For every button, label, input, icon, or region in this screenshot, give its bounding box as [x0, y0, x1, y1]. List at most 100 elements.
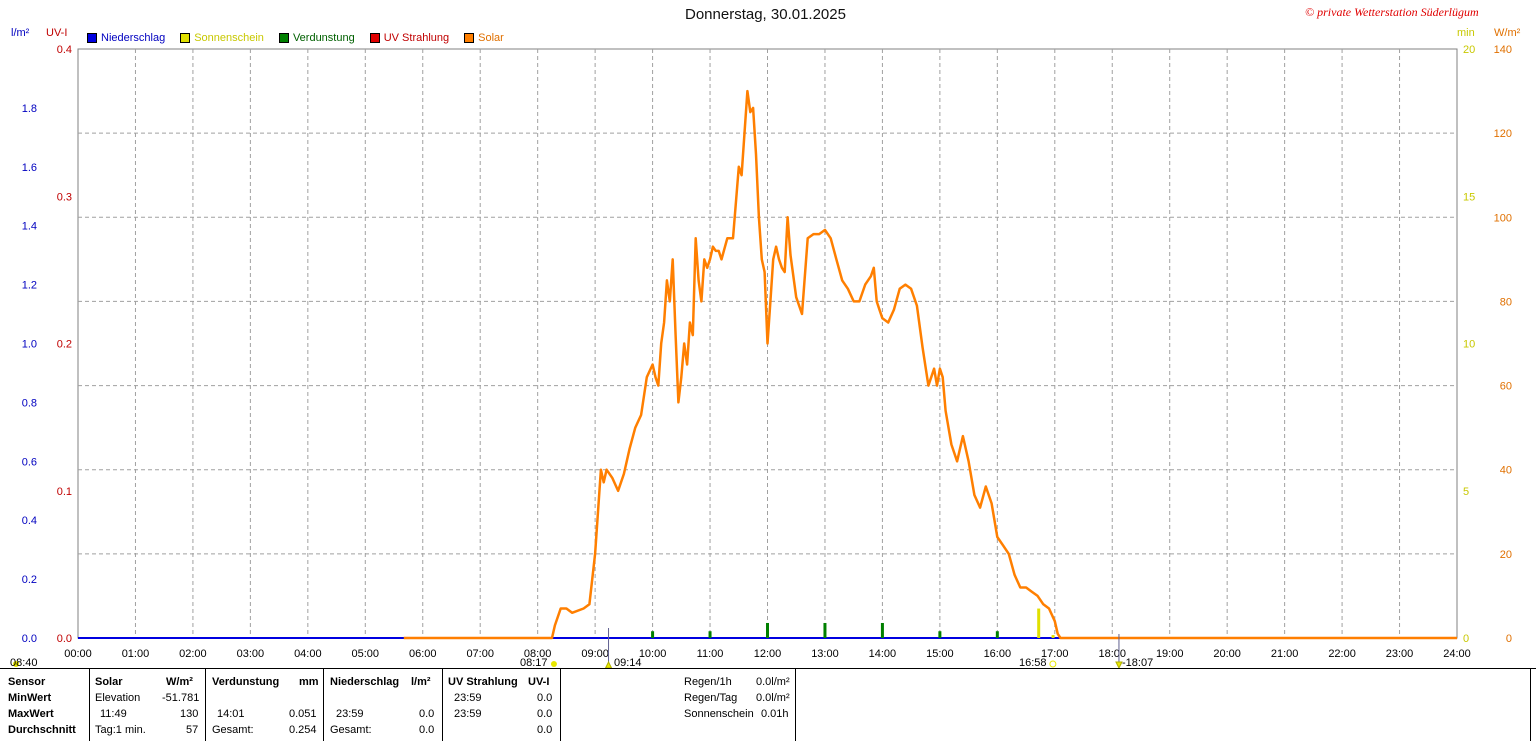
uv-min-time: 23:59 — [454, 692, 482, 704]
verdunstung-total-value: 0.254 — [289, 724, 317, 736]
niederschlag-total-value: 0.0 — [419, 724, 435, 736]
uv-end-arrow — [1115, 661, 1123, 668]
legend-item-niederschlag: Niederschlag — [87, 32, 165, 44]
right-unit-solar: W/m² — [1494, 27, 1521, 39]
solar-unit: W/m² — [166, 676, 193, 688]
sunrise-marker — [550, 661, 557, 667]
table-divider — [205, 669, 206, 741]
day-length: 08:40 — [10, 657, 38, 669]
x-tick-label: 22:00 — [1328, 648, 1356, 660]
precip-tick-label: 1.6 — [22, 162, 37, 174]
row-label-sensor: Sensor — [8, 676, 46, 688]
verdunstung-bar — [766, 622, 769, 638]
table-divider — [795, 669, 796, 741]
solar-tick-label: 120 — [1494, 128, 1512, 140]
legend-item-solar: Solar — [464, 32, 504, 44]
x-tick-label: 23:00 — [1386, 648, 1414, 660]
x-tick-label: 14:00 — [869, 648, 897, 660]
summary-value-sunshine: 0.01h — [761, 708, 789, 720]
x-tick-label: 04:00 — [294, 648, 322, 660]
uv-tick-label: 0.3 — [57, 191, 72, 203]
x-tick-label: 21:00 — [1271, 648, 1299, 660]
left-unit-precip: l/m² — [11, 27, 30, 39]
row-label-max: MaxWert — [8, 708, 54, 720]
solar-tick-label: 80 — [1500, 296, 1512, 308]
precip-tick-label: 1.2 — [22, 280, 37, 292]
precip-tick-label: 0.2 — [22, 574, 37, 586]
legend-swatch — [180, 33, 191, 43]
legend: Niederschlag Sonnenschein Verdunstung UV… — [87, 32, 519, 44]
solar-header: Solar — [95, 676, 123, 688]
niederschlag-total-label: Gesamt: — [330, 724, 372, 736]
x-tick-label: 12:00 — [754, 648, 782, 660]
sunshine-tick-label: 10 — [1463, 339, 1475, 351]
legend-swatch — [464, 33, 475, 43]
uv-min-value: 0.0 — [537, 692, 553, 704]
solar-avg-value: 57 — [186, 724, 199, 736]
summary-label-rain-day: Regen/Tag — [684, 692, 738, 704]
x-tick-label: 13:00 — [811, 648, 839, 660]
x-tick-label: 07:00 — [466, 648, 494, 660]
summary-value-rain-1h: 0.0l/m² — [756, 676, 790, 688]
verdunstung-max-time: 14:01 — [217, 708, 245, 720]
solar-min-label: Elevation — [95, 692, 141, 704]
chart-title: Donnerstag, 30.01.2025 — [685, 6, 846, 23]
solar-tick-label: 140 — [1494, 44, 1512, 56]
legend-item-uv: UV Strahlung — [369, 32, 449, 44]
sunshine-tick-label: 5 — [1463, 486, 1469, 498]
solar-tick-label: 60 — [1500, 381, 1512, 393]
sunshine-tick-label: 20 — [1463, 44, 1475, 56]
row-label-avg: Durchschnitt — [8, 724, 76, 736]
solar-tick-label: 0 — [1506, 633, 1512, 645]
uv-tick-label: 0.1 — [57, 486, 72, 498]
niederschlag-unit: l/m² — [411, 676, 431, 688]
niederschlag-header: Niederschlag — [330, 676, 400, 688]
verdunstung-bar — [651, 631, 655, 638]
x-tick-label: 19:00 — [1156, 648, 1184, 660]
uv-tick-label: 0.0 — [57, 633, 72, 645]
x-tick-label: 00:00 — [64, 648, 92, 660]
uv-start-time: 09:14 — [614, 657, 642, 669]
precip-tick-label: 1.8 — [22, 103, 37, 115]
solar-min-value: -51.781 — [162, 692, 200, 704]
uv-max-time: 23:59 — [454, 708, 482, 720]
sunshine-tick-label: 0 — [1463, 633, 1469, 645]
x-tick-label: 08:00 — [524, 648, 552, 660]
x-tick-label: 16:00 — [984, 648, 1012, 660]
right-unit-minutes: min — [1457, 27, 1475, 39]
x-tick-label: 17:00 — [1041, 648, 1069, 660]
uv-unit: UV-I — [528, 676, 550, 688]
verdunstung-header: Verdunstung — [212, 676, 280, 688]
x-tick-label: 20:00 — [1213, 648, 1241, 660]
table-divider — [1530, 669, 1531, 741]
niederschlag-max-time: 23:59 — [336, 708, 364, 720]
verdunstung-bar — [995, 631, 999, 638]
row-label-min: MinWert — [8, 692, 52, 704]
precip-tick-label: 1.4 — [22, 221, 37, 233]
sunrise-time: 08:17 — [520, 657, 548, 669]
legend-swatch — [369, 33, 380, 43]
verdunstung-max-value: 0.051 — [289, 708, 317, 720]
precip-tick-label: 0.6 — [22, 456, 37, 468]
weather-chart: 00:00 01:00 02:00 03:00 04:00 05:00 06:00 07:00… — [13, 44, 1512, 668]
x-tick-label: 05:00 — [352, 648, 380, 660]
x-tick-label: 06:00 — [409, 648, 437, 660]
legend-item-verdunstung: Verdunstung — [278, 32, 355, 44]
table-divider — [323, 669, 324, 741]
x-tick-label: 01:00 — [122, 648, 150, 660]
series-solar — [403, 89, 1457, 640]
solar-tick-label: 100 — [1494, 212, 1512, 224]
x-tick-label: 02:00 — [179, 648, 207, 660]
verdunstung-unit: mm — [299, 676, 319, 688]
verdunstung-bar — [823, 622, 827, 638]
sunshine-bar — [1037, 608, 1041, 638]
niederschlag-max-value: 0.0 — [419, 708, 435, 720]
legend-swatch — [278, 33, 289, 43]
table-divider — [442, 669, 443, 741]
sunshine-tick-label: 15 — [1463, 191, 1475, 203]
x-tick-label: 03:00 — [237, 648, 265, 660]
precip-tick-label: 0.4 — [22, 515, 37, 527]
daylength-marker — [13, 661, 19, 667]
summary-value-rain-day: 0.0l/m² — [756, 692, 790, 704]
x-tick-label: 15:00 — [926, 648, 954, 660]
